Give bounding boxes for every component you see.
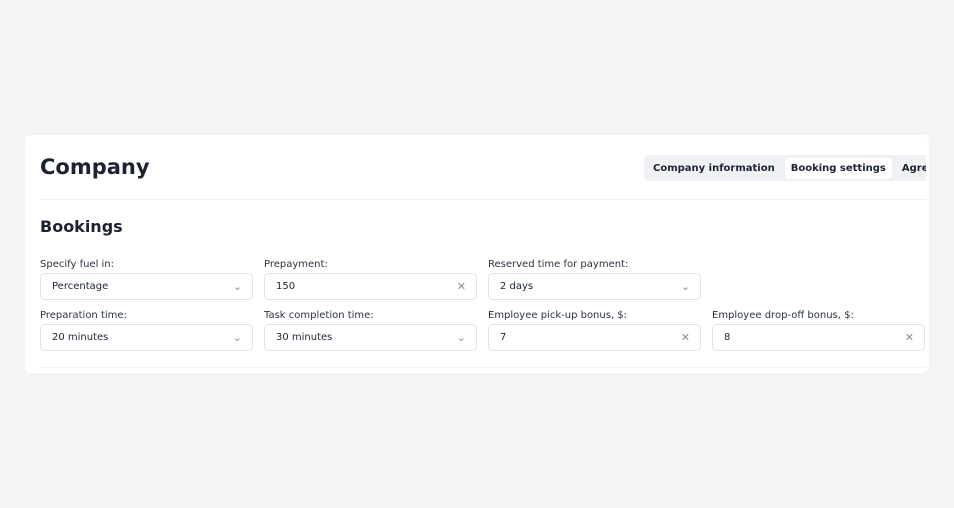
select-value: Percentage [52,281,109,292]
select-value: 30 minutes [276,332,333,343]
tab-agreement[interactable]: Agreement [901,162,926,174]
task-completion-select[interactable]: 30 minutes ⌄ [264,324,477,351]
company-card: Company Company information Booking sett… [25,135,929,373]
reserved-time-select[interactable]: 2 days ⌄ [488,273,701,300]
fuel-unit-field: Specify fuel in: Percentage ⌄ [40,259,253,300]
clear-icon[interactable]: ✕ [904,331,914,344]
field-label: Task completion time: [264,310,374,321]
page-title: Company [40,155,150,179]
chevron-down-icon: ⌄ [232,280,242,293]
dropoff-bonus-field: Employee drop-off bonus, $: 8 ✕ [712,310,925,351]
field-label: Specify fuel in: [40,259,115,270]
tab-booking-settings[interactable]: Booking settings [784,157,892,179]
field-label: Preparation time: [40,310,127,321]
pickup-bonus-input[interactable]: 7 ✕ [488,324,701,351]
field-label: Reserved time for payment: [488,259,629,270]
fuel-unit-select[interactable]: Percentage ⌄ [40,273,253,300]
divider [40,367,926,368]
tab-bar: Company information Booking settings Agr… [644,155,926,181]
input-value: 8 [724,332,731,343]
select-value: 20 minutes [52,332,109,343]
clear-icon[interactable]: ✕ [680,331,690,344]
section-title: Bookings [40,217,123,236]
reserved-time-field: Reserved time for payment: 2 days ⌄ [488,259,701,300]
prepayment-field: Prepayment: 150 ✕ [264,259,477,300]
prepayment-input[interactable]: 150 ✕ [264,273,477,300]
chevron-down-icon: ⌄ [456,331,466,344]
chevron-down-icon: ⌄ [680,280,690,293]
input-value: 150 [276,281,296,292]
pickup-bonus-field: Employee pick-up bonus, $: 7 ✕ [488,310,701,351]
tab-company-information[interactable]: Company information [653,162,775,174]
dropoff-bonus-input[interactable]: 8 ✕ [712,324,925,351]
input-value: 7 [500,332,507,343]
preparation-time-field: Preparation time: 20 minutes ⌄ [40,310,253,351]
preparation-time-select[interactable]: 20 minutes ⌄ [40,324,253,351]
clear-icon[interactable]: ✕ [456,280,466,293]
field-label: Prepayment: [264,259,328,270]
task-completion-field: Task completion time: 30 minutes ⌄ [264,310,477,351]
field-label: Employee drop-off bonus, $: [712,310,854,321]
field-label: Employee pick-up bonus, $: [488,310,628,321]
divider [40,199,926,200]
chevron-down-icon: ⌄ [232,331,242,344]
select-value: 2 days [500,281,534,292]
